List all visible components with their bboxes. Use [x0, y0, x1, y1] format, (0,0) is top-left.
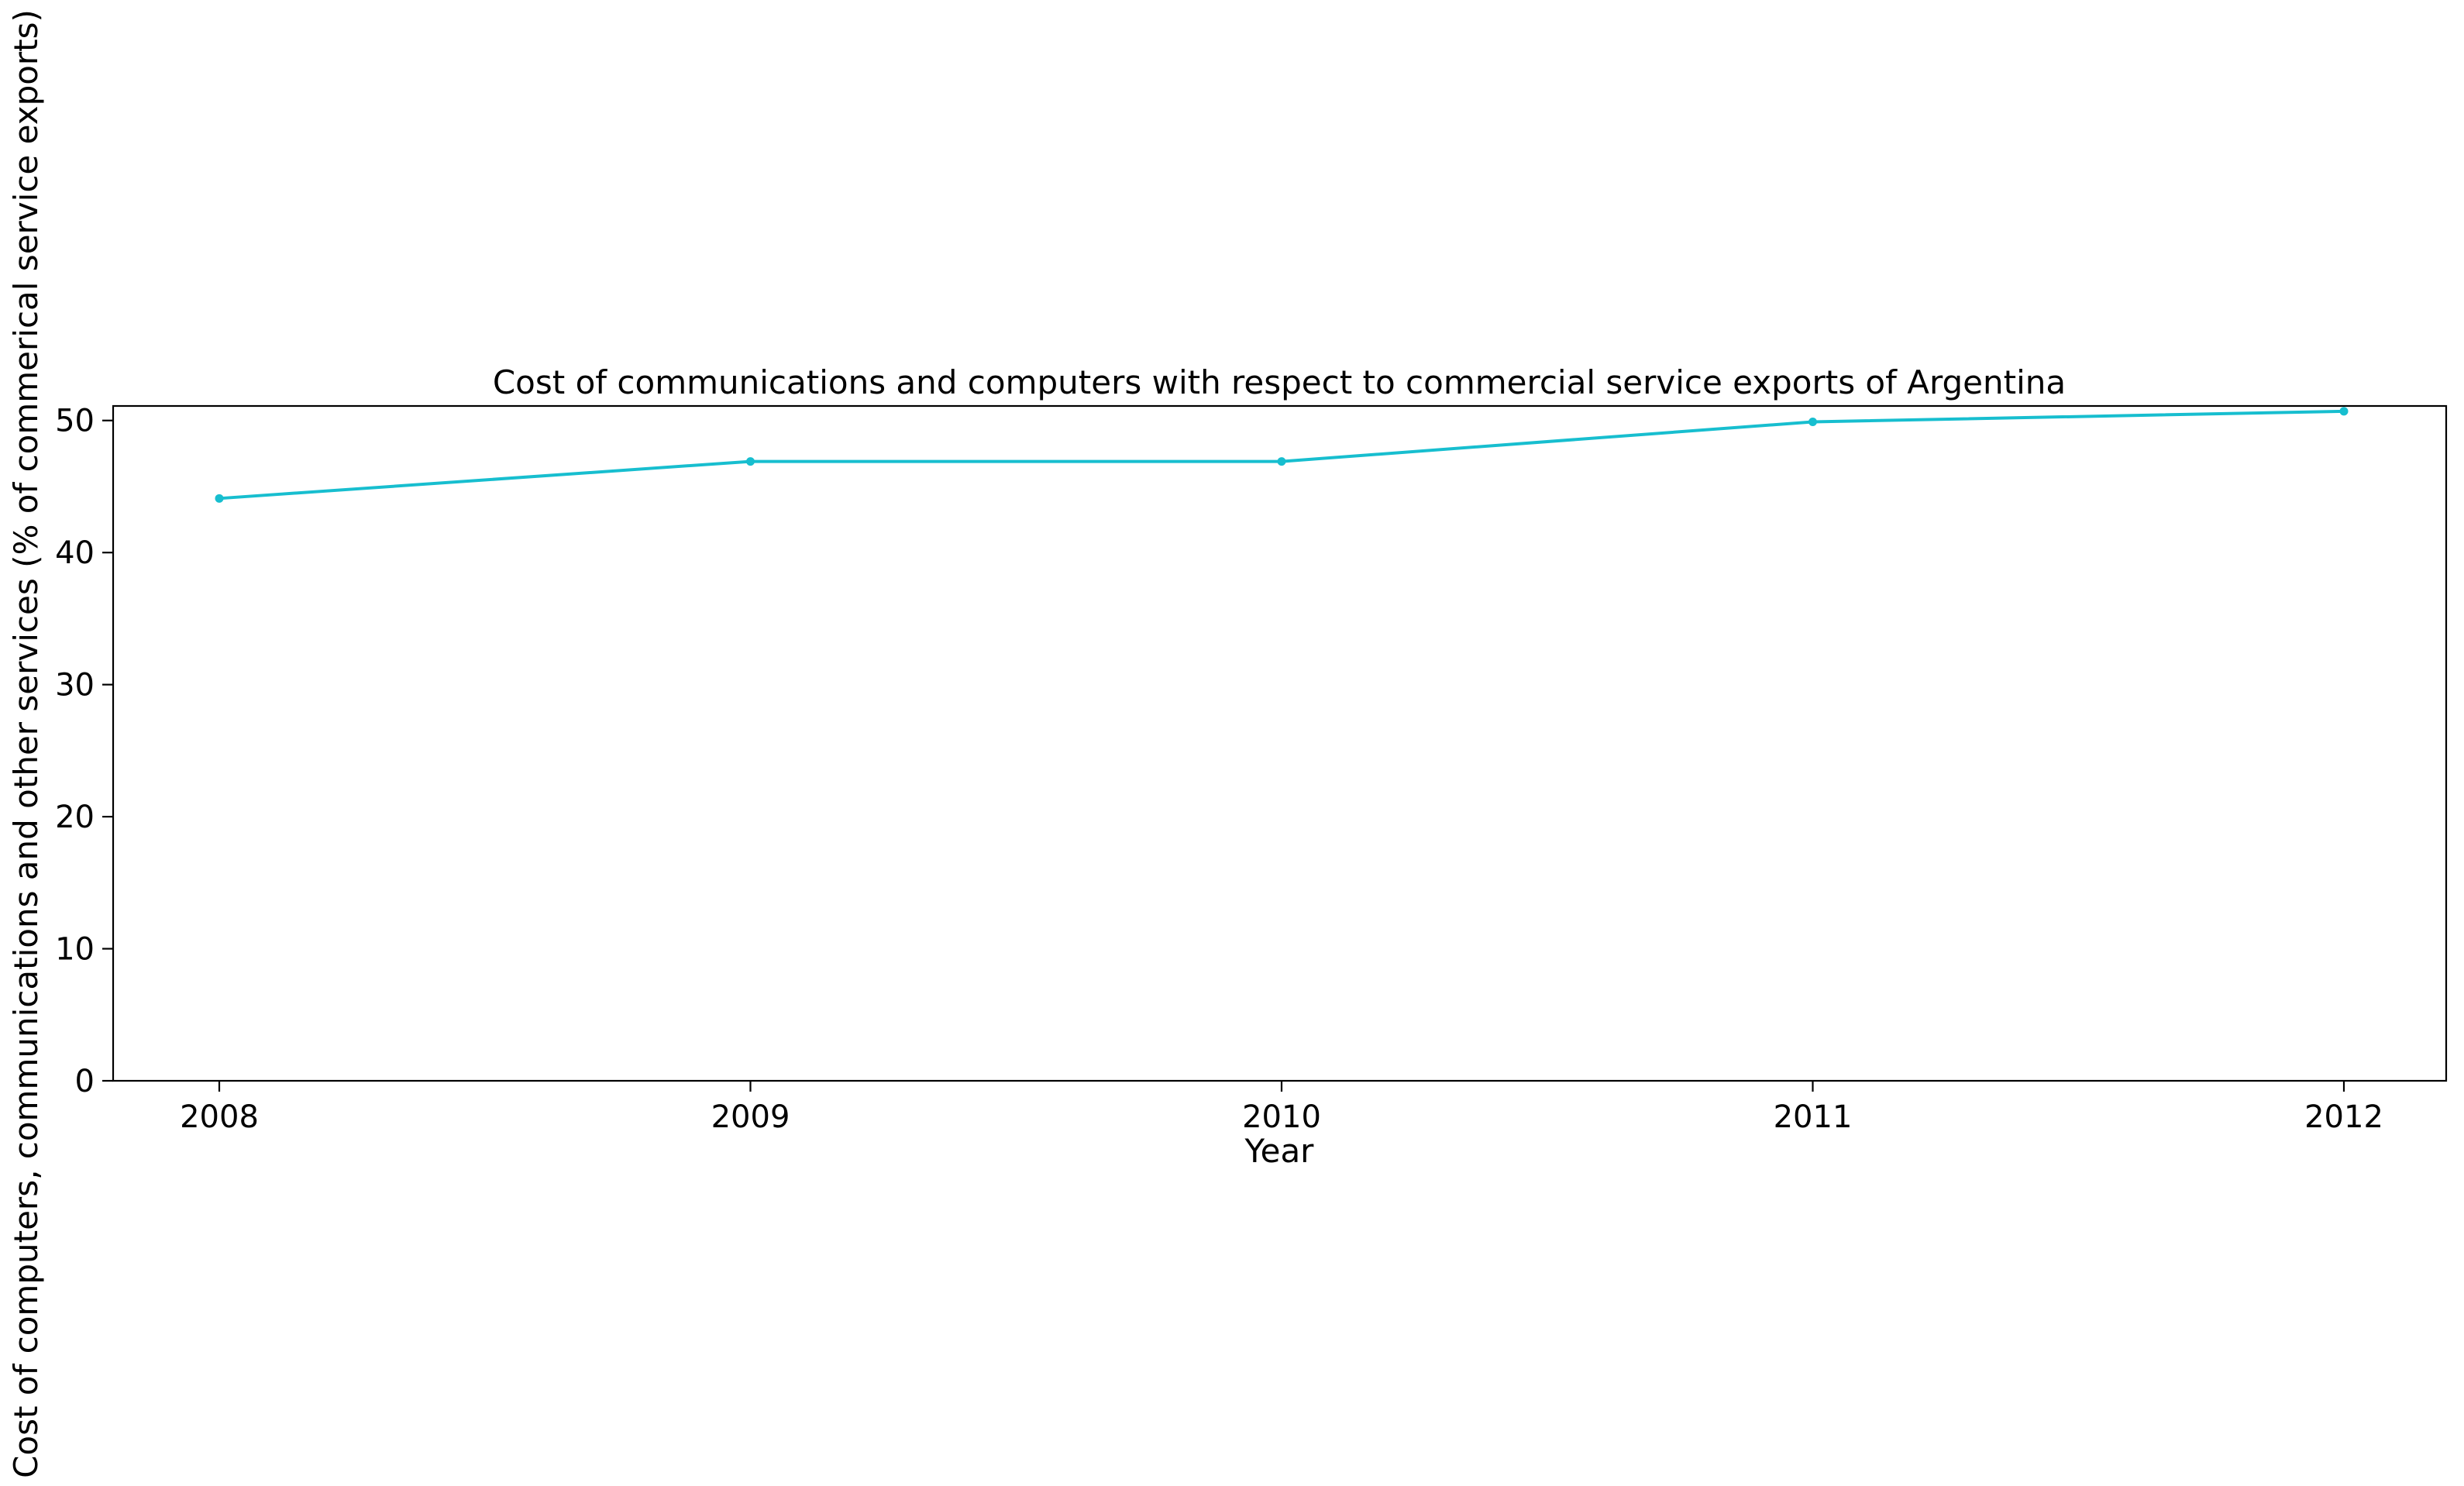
data-point [1277, 457, 1286, 466]
chart-title: Cost of communications and computers wit… [493, 363, 2066, 401]
y-tick-label: 40 [55, 535, 95, 571]
x-tick-label: 2008 [180, 1099, 259, 1135]
data-point [215, 494, 224, 503]
plot-frame [112, 404, 2448, 1082]
data-point [1808, 417, 1817, 426]
x-tick-label: 2012 [2304, 1099, 2383, 1135]
y-axis-label: Cost of computers, communications and ot… [7, 9, 45, 1478]
series-layer [215, 407, 2349, 503]
x-tick-label: 2009 [711, 1099, 790, 1135]
y-tick-label: 30 [55, 668, 95, 703]
data-point [2339, 407, 2349, 416]
series-line [218, 409, 2345, 500]
y-axis-ticks: 0 10 20 30 40 50 [55, 404, 113, 1099]
x-tick-label: 2011 [1774, 1099, 1853, 1135]
x-axis-ticks: 2008 2009 2010 2011 2012 [180, 1081, 2383, 1135]
y-tick-label: 20 [55, 800, 95, 835]
data-point [746, 457, 755, 466]
y-tick-label: 50 [55, 404, 95, 439]
y-tick-label: 10 [55, 932, 95, 968]
y-tick-label: 0 [75, 1064, 95, 1099]
x-tick-label: 2010 [1242, 1099, 1321, 1135]
x-axis-label: Year [1244, 1132, 1315, 1170]
